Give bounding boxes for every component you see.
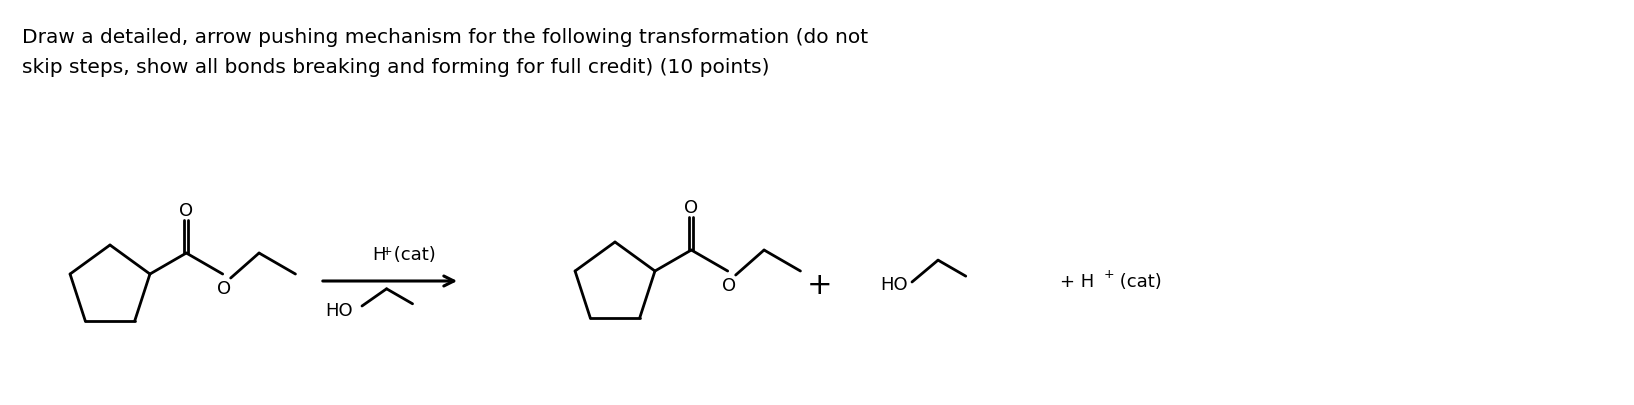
Text: +: + — [1105, 268, 1114, 281]
Text: O: O — [217, 279, 230, 297]
Text: +: + — [807, 270, 833, 299]
Text: (cat): (cat) — [1114, 272, 1162, 290]
Text: +: + — [382, 244, 392, 257]
Text: Draw a detailed, arrow pushing mechanism for the following transformation (do no: Draw a detailed, arrow pushing mechanism… — [21, 28, 868, 47]
Text: O: O — [180, 202, 193, 220]
Text: (cat): (cat) — [387, 245, 436, 263]
Text: H: H — [373, 245, 386, 263]
Text: HO: HO — [325, 301, 353, 319]
Text: HO: HO — [881, 275, 907, 293]
Text: O: O — [722, 276, 735, 294]
Text: skip steps, show all bonds breaking and forming for full credit) (10 points): skip steps, show all bonds breaking and … — [21, 58, 770, 77]
Text: + H: + H — [1060, 272, 1095, 290]
Text: O: O — [685, 198, 698, 217]
